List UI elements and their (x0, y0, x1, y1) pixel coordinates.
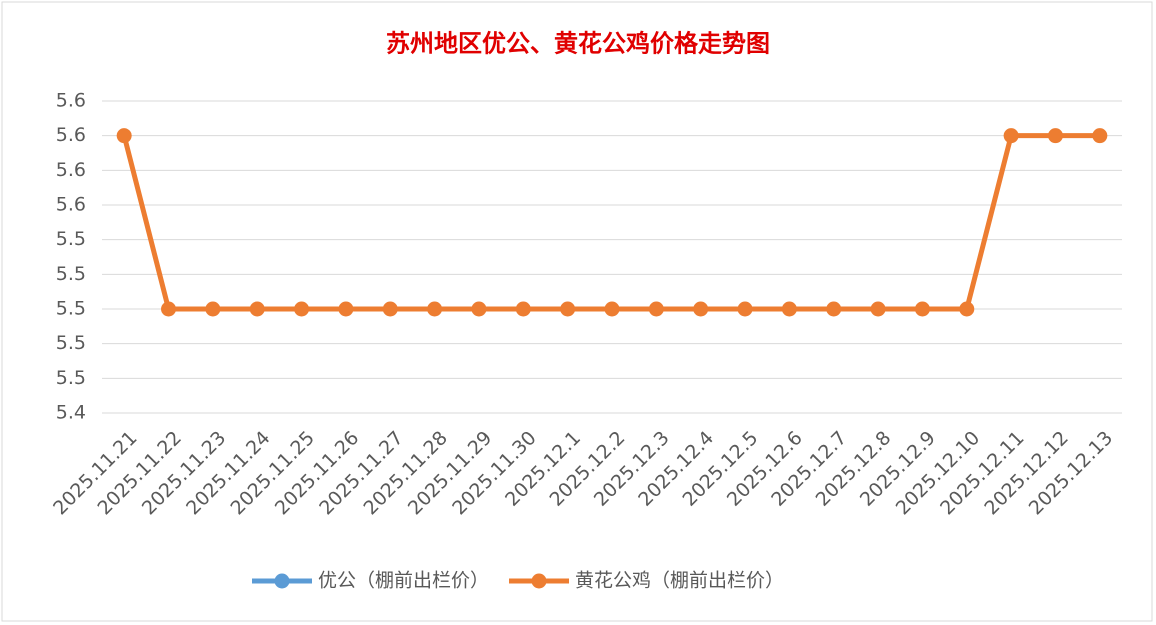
point (870, 301, 886, 317)
point (249, 301, 265, 317)
chart-title: 苏州地区优公、黄花公鸡价格走势图 (386, 29, 770, 58)
legend-marker (274, 573, 290, 589)
point (959, 301, 975, 317)
point (1092, 128, 1108, 144)
point (116, 128, 132, 144)
y-tick-label: 5.5 (56, 332, 86, 354)
point (826, 301, 842, 317)
point (781, 301, 797, 317)
legend-label: 优公（棚前出栏价） (318, 570, 489, 592)
point (205, 301, 221, 317)
y-tick-label: 5.5 (56, 263, 86, 285)
point (1003, 128, 1019, 144)
point (427, 301, 443, 317)
legend-label: 黄花公鸡（棚前出栏价） (575, 570, 784, 592)
point (693, 301, 709, 317)
point (914, 301, 930, 317)
point (294, 301, 310, 317)
y-tick-label: 5.6 (56, 90, 86, 112)
point (1047, 128, 1063, 144)
point (648, 301, 664, 317)
point (737, 301, 753, 317)
point (471, 301, 487, 317)
y-tick-label: 5.5 (56, 298, 86, 320)
y-tick-label: 5.6 (56, 159, 86, 181)
point (560, 301, 576, 317)
y-tick-label: 5.5 (56, 367, 86, 389)
y-tick-label: 5.4 (56, 402, 86, 424)
point (515, 301, 531, 317)
point (161, 301, 177, 317)
point (604, 301, 620, 317)
point (382, 301, 398, 317)
y-tick-label: 5.6 (56, 124, 86, 146)
point (338, 301, 354, 317)
legend-marker (531, 573, 547, 589)
y-tick-label: 5.6 (56, 194, 86, 216)
y-tick-label: 5.5 (56, 228, 86, 250)
